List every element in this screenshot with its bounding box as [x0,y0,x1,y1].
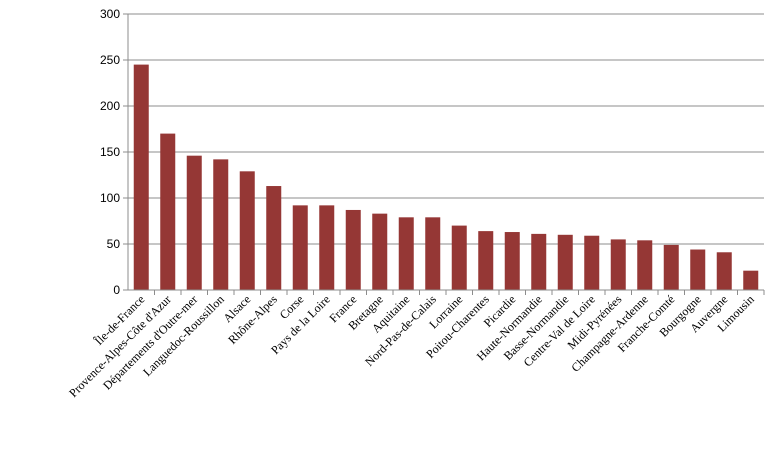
bar [266,186,282,290]
bar [160,133,176,290]
bar [133,64,149,290]
bar [504,232,520,290]
bar [451,225,467,290]
bar [213,159,229,290]
bar [557,234,573,290]
bar [398,217,414,290]
y-tick-label: 150 [100,145,120,159]
y-tick-label: 50 [107,237,121,251]
bar [637,240,653,290]
bar [478,231,494,290]
bar [716,252,732,290]
bar [186,155,202,290]
bar [319,205,335,290]
y-tick-label: 200 [100,99,120,113]
bar [292,205,308,290]
bar [584,235,600,290]
y-tick-label: 100 [100,191,120,205]
bar [663,244,679,290]
bar [345,209,361,290]
bar [690,249,706,290]
bar [425,217,441,290]
bar [743,270,759,290]
bar [372,213,388,290]
bar [610,239,626,290]
bar [239,171,255,290]
y-tick-label: 250 [100,53,120,67]
bar [531,233,547,290]
y-tick-label: 0 [113,283,120,297]
y-tick-label: 300 [100,7,120,21]
